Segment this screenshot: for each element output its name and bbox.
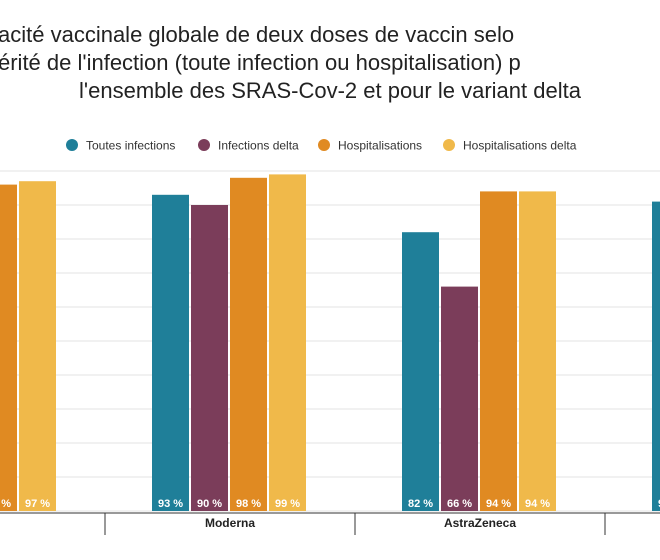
value-label: 82 % — [408, 498, 433, 510]
bar — [441, 286, 478, 511]
legend-label: Hospitalisations — [338, 139, 422, 153]
value-label: 90 % — [197, 498, 222, 510]
bar — [652, 201, 660, 511]
chart-title-line: acité vaccinale globale de deux doses de… — [0, 22, 514, 47]
value-label: 97 % — [25, 498, 50, 510]
value-label: 94 % — [525, 498, 550, 510]
x-tick-label: Moderna — [205, 516, 255, 530]
value-label: 91 % — [658, 498, 660, 510]
legend-label: Toutes infections — [86, 139, 175, 153]
legend-swatch — [318, 139, 330, 151]
chart-title-line: l'ensemble des SRAS-Cov-2 et pour le var… — [79, 78, 582, 103]
value-label: 94 % — [486, 498, 511, 510]
bar — [519, 191, 556, 511]
bar — [480, 191, 517, 511]
bar — [230, 177, 267, 512]
legend-swatch — [198, 139, 210, 151]
value-label: 99 % — [275, 498, 300, 510]
value-label: 66 % — [447, 498, 472, 510]
value-label: 96 % — [0, 498, 11, 510]
bar — [0, 184, 17, 511]
x-tick-label: AstraZeneca — [444, 516, 516, 530]
bar — [402, 232, 439, 511]
value-label: 98 % — [236, 498, 261, 510]
value-label: 93 % — [158, 498, 183, 510]
legend-swatch — [443, 139, 455, 151]
legend-label: Infections delta — [218, 139, 299, 153]
legend-swatch — [66, 139, 78, 151]
bar — [269, 174, 306, 511]
legend-label: Hospitalisations delta — [463, 139, 577, 153]
bar — [19, 181, 56, 511]
bar — [191, 205, 228, 511]
chart-title-line: érité de l'infection (toute infection ou… — [0, 50, 521, 75]
bar — [152, 194, 189, 512]
